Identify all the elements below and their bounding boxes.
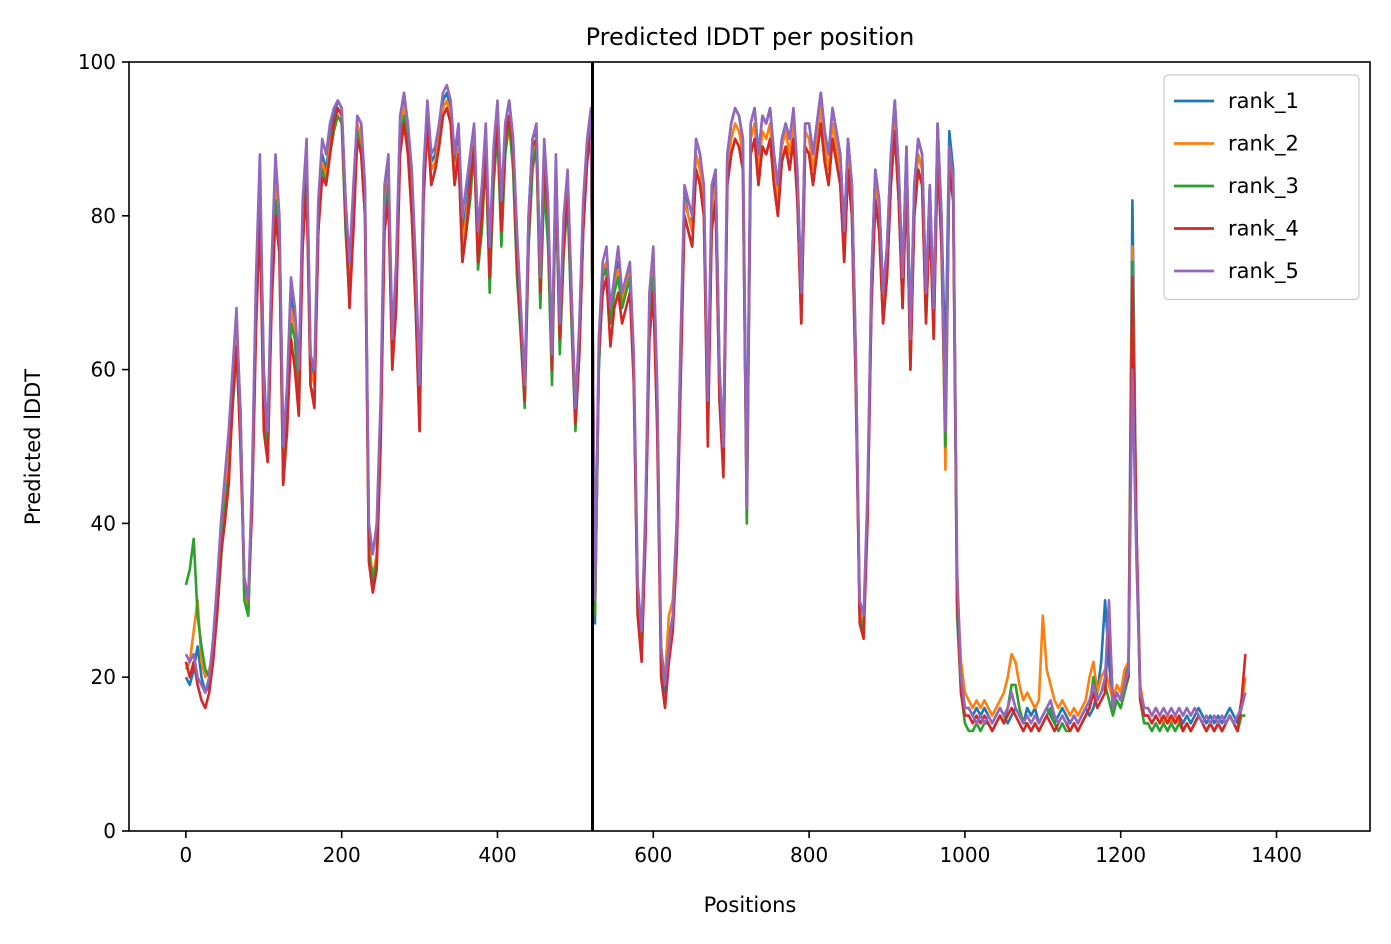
x-axis-ticks: 0 200 400 600 800 1000 1200 1400: [180, 831, 1302, 867]
legend-label-rank_1: rank_1: [1228, 89, 1299, 114]
legend-box: [1163, 74, 1360, 301]
x-tick-label: 1000: [939, 843, 990, 867]
y-tick-label: 60: [91, 358, 116, 382]
y-tick-label: 0: [103, 819, 116, 843]
y-tick-label: 80: [91, 204, 116, 228]
legend-label-rank_4: rank_4: [1228, 217, 1299, 242]
x-tick-label: 0: [180, 843, 193, 867]
y-tick-label: 40: [91, 511, 116, 535]
y-tick-label: 100: [78, 50, 116, 74]
legend-label-rank_2: rank_2: [1228, 132, 1299, 157]
legend-label-rank_3: rank_3: [1228, 174, 1299, 199]
y-axis-ticks: 0 20 40 60 80 100: [78, 50, 129, 843]
y-tick-label: 20: [91, 665, 116, 689]
series-line-rank_5: [184, 83, 1247, 725]
series-layer: [184, 83, 1247, 733]
axes-frame: [128, 61, 1371, 832]
x-axis-label: Positions: [704, 893, 797, 917]
x-tick-label: 200: [323, 843, 361, 867]
plot-area: [128, 61, 1371, 832]
legend-label-rank_5: rank_5: [1228, 259, 1299, 284]
x-tick-label: 1400: [1251, 843, 1302, 867]
y-axis-label: Predicted lDDT: [21, 369, 45, 525]
x-tick-label: 600: [634, 843, 672, 867]
legend: rank_1 rank_2 rank_3 rank_4 rank_5: [1163, 74, 1360, 301]
x-tick-label: 800: [790, 843, 828, 867]
x-tick-label: 400: [478, 843, 516, 867]
x-tick-label: 1200: [1095, 843, 1146, 867]
chart-title: Predicted lDDT per position: [586, 23, 915, 51]
